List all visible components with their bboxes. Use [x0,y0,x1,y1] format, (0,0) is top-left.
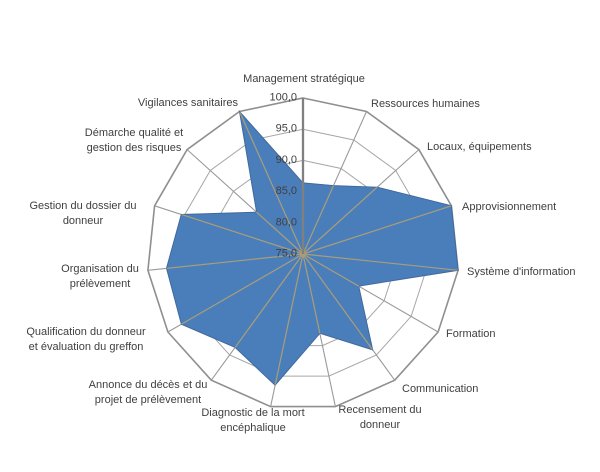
category-label-3: Approvisionnement [462,201,556,213]
radar-ring-95 [178,128,428,377]
radar-data-polygon [165,109,459,386]
category-label-10: et évaluation du greffon [29,341,144,353]
radar-spoke-overlay [302,205,452,255]
category-label-11: prélèvement [70,278,131,290]
category-label-9: Annonce du décès et du [89,379,208,391]
tick-label-85: 85,0 [276,185,297,197]
category-label-1: Ressources humaines [371,98,480,110]
category-label-12: donneur [63,215,104,227]
tick-label-90: 90,0 [276,154,297,166]
radar-ring-100 [147,97,459,408]
category-label-0: Management stratégique [243,73,365,85]
radar-spoke-overlay [238,111,304,255]
category-label-7: Recensement du [338,404,421,416]
category-label-10: Qualification du donneur [26,326,146,338]
category-label-7: donneur [360,419,401,431]
category-label-13: Démarche qualité et [85,127,183,139]
category-label-6: Communication [402,383,478,395]
category-label-11: Organisation du [61,263,139,275]
category-label-13: gestion des risques [87,142,182,154]
tick-label-100: 100,0 [269,92,297,104]
category-label-2: Locaux, équipements [427,141,532,153]
tick-label-95: 95,0 [276,123,297,135]
category-label-8: encéphalique [220,422,285,434]
radar-spoke-overlay [166,253,304,271]
category-label-4: Système d'information [467,266,575,278]
tick-label-75: 75,0 [276,248,297,260]
category-label-8: Diagnostic de la mort [201,407,304,419]
category-label-5: Formation [446,328,496,340]
category-label-9: projet de prélèvement [95,394,201,406]
radar-spoke-overlay [270,253,304,386]
radar-spoke-overlay [167,253,304,333]
category-label-14: Vigilances sanitaires [138,97,239,109]
category-label-12: Gestion du dossier du [29,200,136,212]
radar-spoke-overlay [302,253,459,271]
tick-label-80: 80,0 [276,216,297,228]
